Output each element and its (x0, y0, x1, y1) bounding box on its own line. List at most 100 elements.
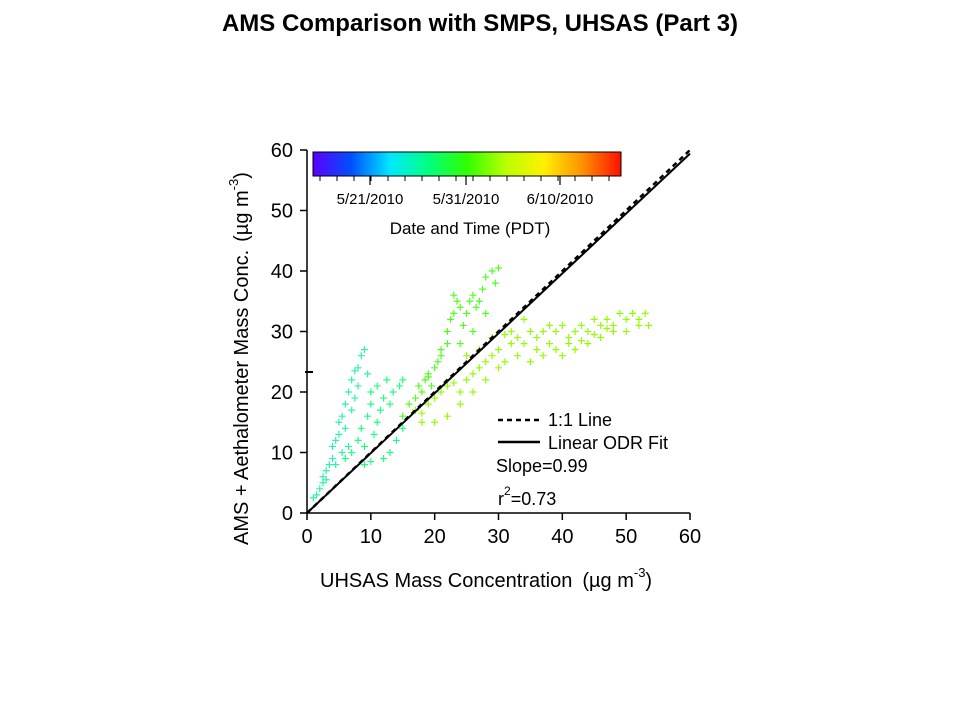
y-tick-label: 20 (271, 382, 293, 404)
data-point (590, 315, 598, 323)
r2-value: =0.73 (511, 489, 557, 509)
data-point (571, 346, 579, 354)
data-point (571, 328, 579, 335)
data-points (309, 264, 653, 502)
y-axis-units: (µg m (231, 190, 253, 242)
data-point (453, 297, 461, 305)
data-point (539, 328, 547, 335)
data-point (431, 418, 439, 426)
data-point (386, 449, 394, 456)
data-point (357, 424, 365, 432)
data-point (316, 485, 324, 493)
data-point (565, 334, 573, 342)
data-point (507, 328, 515, 335)
data-point (380, 455, 388, 463)
data-point (424, 400, 432, 408)
data-point (319, 479, 327, 487)
data-point (443, 412, 451, 420)
data-point (590, 331, 598, 339)
data-point (386, 400, 394, 408)
data-point (488, 267, 496, 275)
data-point (552, 346, 560, 354)
data-point (443, 340, 451, 348)
data-point (319, 473, 327, 481)
data-point (322, 476, 330, 484)
y-axis-label-text: AMS + Aethalometer Mass Conc. (231, 250, 253, 545)
data-point (332, 461, 340, 469)
data-point (399, 424, 407, 432)
data-point (475, 297, 483, 305)
data-point (456, 400, 464, 408)
data-point (418, 418, 426, 426)
data-point (427, 382, 435, 390)
data-point (399, 412, 407, 420)
data-point (421, 376, 429, 384)
data-point (597, 334, 605, 342)
y-tick-label: 30 (271, 322, 293, 344)
x-axis-label-text: UHSAS Mass Concentration (320, 570, 572, 592)
x-axis-units-close: ) (645, 570, 652, 592)
data-point (348, 449, 356, 456)
data-point (418, 388, 426, 396)
data-point (507, 340, 515, 348)
data-point (360, 442, 368, 450)
data-point (609, 328, 617, 335)
data-point (437, 352, 445, 360)
data-point (373, 382, 381, 390)
data-point (354, 382, 362, 390)
data-point (389, 388, 397, 396)
data-point (622, 328, 630, 335)
data-point (635, 315, 643, 323)
y-axis-units-exp: -3 (226, 179, 241, 191)
colorbar-tick-label: 5/21/2010 (337, 191, 404, 208)
data-point (603, 315, 611, 323)
data-point (341, 400, 349, 408)
data-point (322, 467, 330, 475)
data-point (546, 340, 554, 348)
data-point (412, 394, 420, 402)
data-point (360, 461, 368, 469)
data-point (463, 352, 471, 360)
one-to-one-line (306, 149, 691, 514)
data-point (396, 382, 404, 390)
r2-prefix: r (498, 489, 504, 509)
data-point (351, 367, 359, 375)
data-point (338, 412, 346, 420)
data-point (469, 328, 477, 335)
y-tick-label: 10 (271, 443, 293, 465)
y-axis-ticks: 0 10 20 30 40 50 60 (271, 140, 307, 525)
x-tick-label: 50 (615, 526, 637, 548)
data-point (437, 346, 445, 354)
data-point (584, 328, 592, 335)
data-point (450, 379, 458, 387)
legend-label-1to1: 1:1 Line (548, 410, 612, 430)
data-point (501, 358, 509, 366)
data-point (622, 315, 630, 323)
data-point (373, 418, 381, 426)
data-point (495, 264, 502, 272)
data-point (469, 370, 477, 378)
data-point (418, 409, 426, 417)
data-point (431, 364, 439, 372)
data-point (495, 364, 502, 372)
data-point (383, 376, 391, 384)
data-point (329, 455, 337, 463)
data-point (431, 394, 439, 402)
data-point (354, 364, 362, 372)
x-tick-label: 0 (301, 526, 312, 548)
data-point (450, 291, 458, 299)
data-point (392, 436, 400, 444)
data-point (341, 455, 349, 463)
data-point (584, 340, 592, 348)
y-tick-label: 0 (282, 503, 293, 525)
x-axis-label: UHSAS Mass Concentration (µg m-3) (320, 565, 652, 592)
data-point (514, 334, 522, 342)
data-point (399, 376, 407, 384)
data-point (447, 315, 455, 323)
colorbar-tick-label: 6/10/2010 (527, 191, 594, 208)
data-point (565, 340, 573, 348)
data-point (437, 388, 445, 396)
data-point (376, 406, 384, 414)
r2-exponent: 2 (504, 484, 511, 498)
